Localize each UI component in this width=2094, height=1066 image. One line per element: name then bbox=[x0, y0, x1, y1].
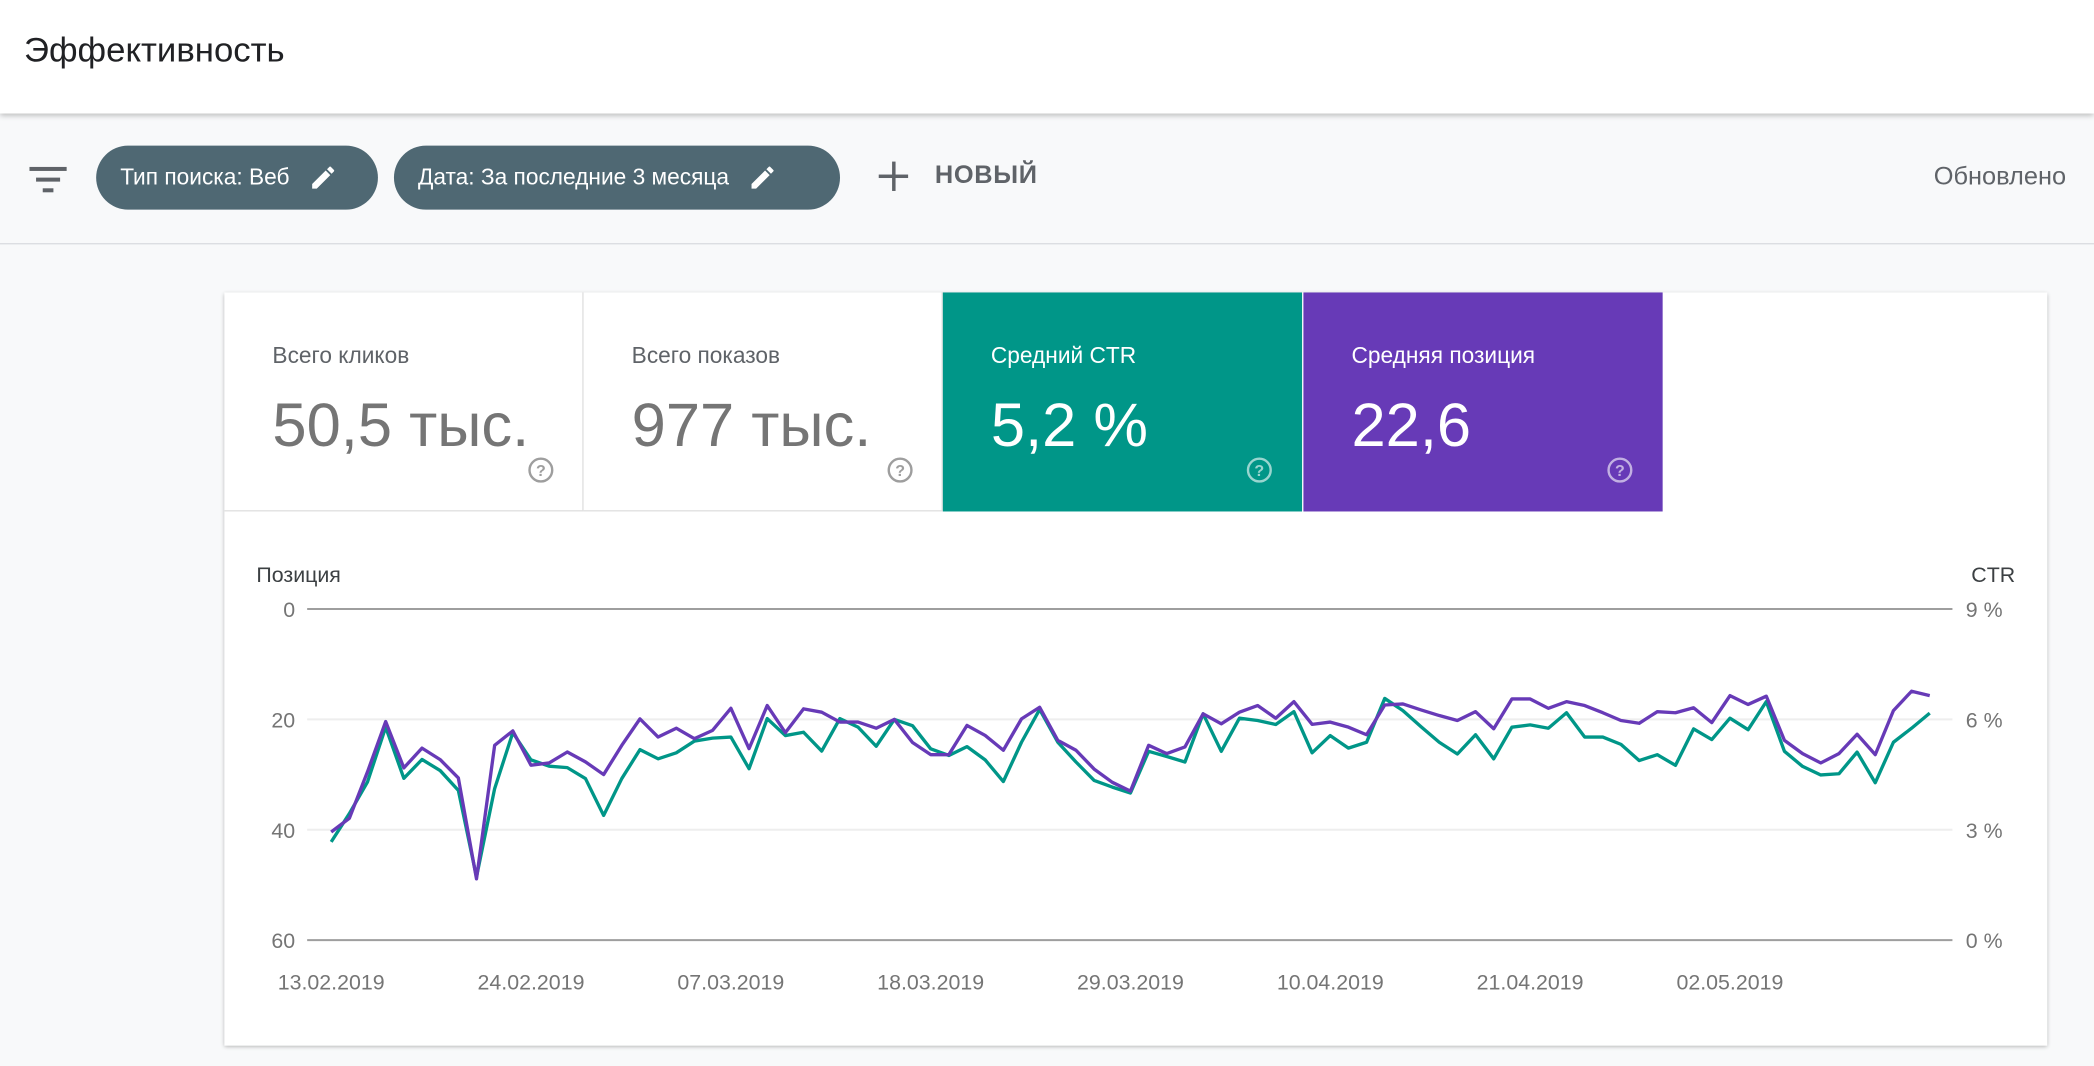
right-tick-label: 6 % bbox=[1966, 708, 2003, 732]
x-tick-label: 24.02.2019 bbox=[478, 971, 585, 995]
x-tick-label: 21.04.2019 bbox=[1477, 971, 1584, 995]
date-filter-chip[interactable]: Дата: За последние 3 месяца bbox=[393, 145, 841, 210]
metric-label: Всего кликов bbox=[272, 343, 410, 369]
svg-text:?: ? bbox=[895, 462, 905, 480]
filter-bar: Тип поиска: Веб Дата: За последние 3 мес… bbox=[0, 113, 2094, 245]
x-tick-label: 18.03.2019 bbox=[877, 971, 984, 995]
metric-label: Всего показов bbox=[631, 343, 781, 369]
chip-label: Дата: За последние 3 месяца bbox=[417, 164, 730, 190]
metric-label: Средний CTR bbox=[990, 343, 1137, 369]
search-type-filter-chip[interactable]: Тип поиска: Веб bbox=[96, 145, 378, 210]
metric-value: 5,2 % bbox=[990, 389, 1149, 460]
page-title: Эффективность bbox=[24, 29, 285, 70]
metric-tile-position[interactable]: Средняя позиция 22,6 ? bbox=[1303, 292, 1663, 512]
updated-text: Обновлено bbox=[1933, 162, 2067, 191]
help-icon[interactable]: ? bbox=[1246, 457, 1273, 484]
performance-card: Всего кликов 50,5 тыс. ? Всего показов 9… bbox=[224, 292, 2048, 1046]
help-icon[interactable]: ? bbox=[887, 457, 914, 484]
left-tick-label: 20 bbox=[271, 708, 295, 732]
edit-pencil-icon[interactable] bbox=[748, 163, 777, 192]
svg-text:?: ? bbox=[1254, 462, 1264, 480]
metric-tile-clicks[interactable]: Всего кликов 50,5 тыс. ? bbox=[224, 292, 584, 512]
metric-value: 977 тыс. bbox=[631, 389, 872, 460]
right-axis-label: CTR bbox=[1971, 563, 2015, 587]
x-tick-label: 10.04.2019 bbox=[1277, 971, 1384, 995]
add-filter-button[interactable]: НОВЫЙ bbox=[876, 159, 1038, 194]
x-tick-label: 29.03.2019 bbox=[1077, 971, 1184, 995]
metric-tile-ctr[interactable]: Средний CTR 5,2 % ? bbox=[942, 292, 1303, 512]
plus-icon bbox=[878, 161, 909, 191]
metric-label: Средняя позиция bbox=[1351, 343, 1536, 369]
help-icon[interactable]: ? bbox=[528, 457, 555, 484]
metric-tile-impressions[interactable]: Всего показов 977 тыс. ? bbox=[583, 292, 943, 512]
filter-icon[interactable] bbox=[29, 164, 67, 193]
svg-text:?: ? bbox=[536, 462, 546, 480]
ctr-series-line bbox=[329, 696, 1931, 879]
right-tick-label: 9 % bbox=[1966, 598, 2003, 622]
svg-text:?: ? bbox=[1615, 462, 1625, 480]
page-header: Эффективность bbox=[0, 0, 2094, 114]
add-filter-label: НОВЫЙ bbox=[934, 161, 1038, 190]
left-tick-label: 0 bbox=[283, 598, 295, 622]
position-series-line bbox=[330, 689, 1931, 881]
x-tick-label: 02.05.2019 bbox=[1676, 971, 1783, 995]
edit-pencil-icon[interactable] bbox=[308, 163, 337, 192]
performance-chart: Позиция CTR 0 9 % 20 6 % 40 3 % 60 0 % 13.02.201… bbox=[256, 563, 2015, 995]
x-tick-label: 07.03.2019 bbox=[677, 971, 784, 995]
right-tick-label: 0 % bbox=[1966, 929, 2003, 953]
right-tick-label: 3 % bbox=[1966, 819, 2003, 843]
help-icon[interactable]: ? bbox=[1607, 457, 1634, 484]
left-tick-label: 40 bbox=[271, 819, 295, 843]
metric-value: 22,6 bbox=[1351, 389, 1472, 460]
left-axis-label: Позиция bbox=[256, 563, 340, 587]
chip-label: Тип поиска: Веб bbox=[120, 164, 290, 190]
x-tick-label: 13.02.2019 bbox=[278, 971, 385, 995]
metric-value: 50,5 тыс. bbox=[272, 389, 530, 460]
left-tick-label: 60 bbox=[271, 929, 295, 953]
